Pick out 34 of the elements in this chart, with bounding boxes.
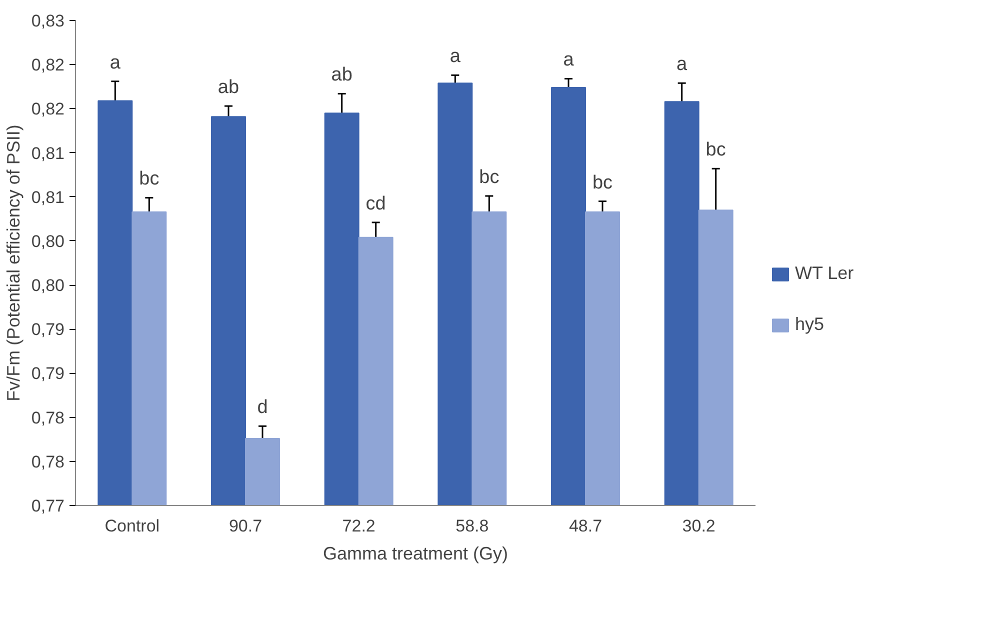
x-tick-label: 58.8 — [456, 516, 489, 536]
annotation: a — [110, 52, 121, 74]
annotation: cd — [366, 193, 386, 214]
x-tick-label: 72.2 — [342, 516, 376, 536]
y-tick-label: 0,82 — [31, 100, 65, 119]
y-tick-label: 0,81 — [31, 144, 65, 163]
x-axis-title: Gamma treatment (Gy) — [322, 544, 508, 564]
y-axis-title: Fv/Fm (Potential efficiency of PSII) — [3, 124, 24, 402]
x-tick-label: Control — [104, 516, 160, 536]
legend-label: WT Ler — [795, 263, 854, 284]
y-tick-label: 0,78 — [31, 452, 65, 472]
y-tick-label: 0,82 — [31, 56, 65, 75]
annotation: a — [676, 54, 688, 76]
x-tick-label: 48.7 — [568, 516, 602, 536]
y-tick-label: 0,79 — [31, 364, 65, 384]
annotation: bc — [592, 172, 613, 194]
annotation: d — [257, 397, 268, 418]
y-tick-label: 0,81 — [31, 188, 65, 207]
y-tick-label: 0,78 — [31, 408, 65, 428]
x-tick-label: 30.2 — [682, 516, 716, 536]
annotation: ab — [218, 77, 240, 98]
annotation: a — [450, 46, 461, 68]
legend-label: hy5 — [795, 314, 824, 335]
annotation: bc — [139, 168, 160, 190]
x-tick-label: 90.7 — [228, 516, 262, 536]
y-tick-label: 0,79 — [31, 320, 65, 340]
y-tick-label: 0,80 — [31, 232, 65, 251]
y-tick-label: 0,77 — [31, 496, 65, 516]
annotation: bc — [706, 140, 726, 161]
y-tick-label: 0,83 — [31, 12, 65, 30]
y-tick-label: 0,80 — [31, 276, 65, 296]
annotation: bc — [479, 166, 500, 188]
annotation: a — [563, 50, 574, 71]
annotation: ab — [331, 64, 352, 86]
